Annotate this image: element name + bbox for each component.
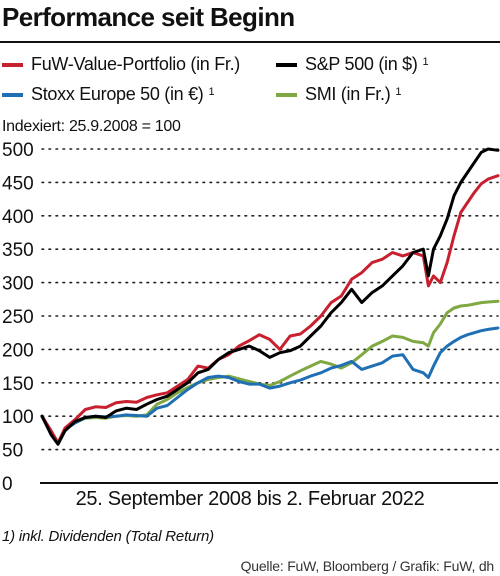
- legend-footnote-mark: 1: [395, 85, 402, 98]
- legend-label: FuW-Value-Portfolio (in Fr.): [31, 54, 240, 74]
- y-tick-label: 300: [2, 274, 34, 295]
- y-tick-label: 500: [2, 140, 34, 161]
- series-line-s-p-500-in: [40, 147, 500, 446]
- legend-swatch-stoxx: [2, 92, 23, 97]
- y-tick-label: 100: [2, 407, 34, 428]
- y-tick-label: 400: [2, 207, 34, 228]
- legend-footnote-mark: 1: [208, 85, 215, 98]
- y-tick-label: 50: [2, 441, 23, 462]
- series-line-stoxx-europe-50-in: [40, 326, 500, 445]
- index-note: Indexiert: 25.9.2008 = 100: [2, 118, 181, 135]
- y-tick-label: 0: [2, 474, 13, 495]
- legend-label: Stoxx Europe 50 (in €): [31, 84, 204, 104]
- legend-item-sp500[interactable]: S&P 500 (in $) 1: [276, 54, 429, 75]
- legend-label: SMI (in Fr.): [305, 84, 391, 104]
- series-line-fuw-value-portfolio-in-fr: [40, 174, 500, 445]
- y-tick-label: 450: [2, 173, 34, 194]
- x-range-label: 25. September 2008 bis 2. Februar 2022: [75, 488, 425, 510]
- y-tick-label: 350: [2, 240, 34, 261]
- footnote: 1) inkl. Dividenden (Total Return): [2, 528, 214, 545]
- page-title: Performance seit Beginn: [2, 2, 295, 32]
- legend-swatch-smi: [276, 92, 297, 97]
- legend-swatch-sp500: [276, 62, 297, 67]
- legend-item-smi[interactable]: SMI (in Fr.) 1: [276, 84, 402, 105]
- legend-swatch-fuw: [2, 62, 23, 67]
- legend-footnote-mark: 1: [422, 55, 429, 68]
- chart-legend: FuW-Value-Portfolio (in Fr.) S&P 500 (in…: [0, 52, 500, 112]
- legend-label: S&P 500 (in $): [305, 54, 418, 74]
- y-tick-label: 200: [2, 340, 34, 361]
- legend-item-stoxx-europe-50[interactable]: Stoxx Europe 50 (in €) 1: [2, 84, 215, 105]
- title-divider: [0, 41, 500, 43]
- legend-item-fuw-value-portfolio[interactable]: FuW-Value-Portfolio (in Fr.): [2, 54, 240, 75]
- y-tick-label: 250: [2, 307, 34, 328]
- source-credit: Quelle: FuW, Bloomberg / Grafik: FuW, dh: [240, 558, 495, 574]
- y-tick-label: 150: [2, 374, 34, 395]
